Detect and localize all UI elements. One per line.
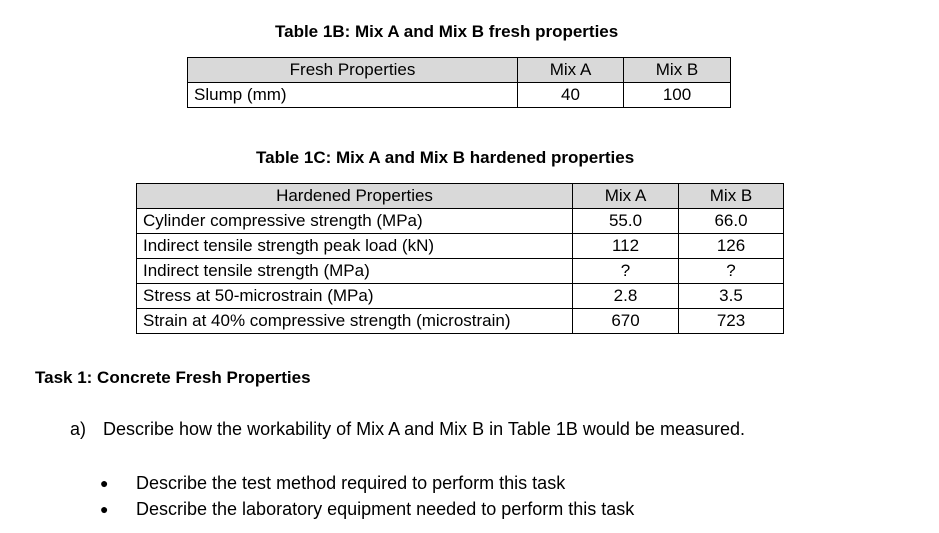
- table-1c-cell-mix-a: 670: [572, 308, 679, 334]
- table-1c-cell-mix-b: 66.0: [678, 208, 784, 234]
- table-1b-header-mix-a: Mix A: [517, 57, 624, 83]
- table-1c-cell-property: Cylinder compressive strength (MPa): [136, 208, 573, 234]
- list-item: ● Describe the test method required to pe…: [100, 470, 634, 496]
- table-1c-header-property: Hardened Properties: [136, 183, 573, 209]
- bullet-icon: ●: [100, 475, 109, 491]
- table-1c-caption: Table 1C: Mix A and Mix B hardened prope…: [256, 148, 635, 167]
- table-1b-header-mix-b: Mix B: [623, 57, 731, 83]
- table-1c-cell-mix-b: ?: [678, 258, 784, 284]
- table-1b-header-property: Fresh Properties: [187, 57, 518, 83]
- table-row: Cylinder compressive strength (MPa) 55.0…: [136, 208, 784, 234]
- table-1b-cell-property: Slump (mm): [187, 82, 518, 108]
- table-1c-cell-property: Strain at 40% compressive strength (micr…: [136, 308, 573, 334]
- table-1c-header-row: Hardened Properties Mix A Mix B: [136, 183, 784, 209]
- table-1c-cell-mix-a: 112: [572, 233, 679, 259]
- bullet-icon: ●: [100, 501, 109, 517]
- table-1c-cell-property: Indirect tensile strength peak load (kN): [136, 233, 573, 259]
- table-row: Indirect tensile strength peak load (kN)…: [136, 233, 784, 259]
- table-1b-cell-mix-b: 100: [623, 82, 731, 108]
- list-item-text: Describe the laboratory equipment needed…: [136, 499, 635, 519]
- question-a: a) Describe how the workability of Mix A …: [70, 419, 745, 440]
- table-1b-caption: Table 1B: Mix A and Mix B fresh properti…: [275, 22, 619, 41]
- question-text: Describe how the workability of Mix A an…: [103, 419, 745, 439]
- list-item: ● Describe the laboratory equipment neede…: [100, 496, 634, 522]
- question-marker: a): [70, 419, 87, 439]
- table-1b: Fresh Properties Mix A Mix B Slump (mm) …: [187, 57, 731, 108]
- table-row: Indirect tensile strength (MPa) ? ?: [136, 258, 784, 284]
- table-1c: Hardened Properties Mix A Mix B Cylinder…: [136, 183, 784, 334]
- table-1c-cell-mix-b: 126: [678, 233, 784, 259]
- table-1c-header-mix-b: Mix B: [678, 183, 784, 209]
- table-1c-cell-property: Stress at 50-microstrain (MPa): [136, 283, 573, 309]
- table-1c-cell-mix-b: 723: [678, 308, 784, 334]
- task-bullet-list: ● Describe the test method required to pe…: [100, 470, 634, 522]
- table-row: Strain at 40% compressive strength (micr…: [136, 308, 784, 334]
- task-heading: Task 1: Concrete Fresh Properties: [35, 368, 311, 387]
- table-1c-header-mix-a: Mix A: [572, 183, 679, 209]
- list-item-text: Describe the test method required to per…: [136, 473, 566, 493]
- table-1c-cell-mix-a: 2.8: [572, 283, 679, 309]
- table-1b-header-row: Fresh Properties Mix A Mix B: [187, 57, 731, 83]
- table-1c-cell-mix-a: 55.0: [572, 208, 679, 234]
- table-row: Stress at 50-microstrain (MPa) 2.8 3.5: [136, 283, 784, 309]
- table-1c-cell-mix-a: ?: [572, 258, 679, 284]
- table-1c-cell-mix-b: 3.5: [678, 283, 784, 309]
- table-1b-cell-mix-a: 40: [517, 82, 624, 108]
- table-row: Slump (mm) 40 100: [187, 82, 731, 108]
- table-1c-cell-property: Indirect tensile strength (MPa): [136, 258, 573, 284]
